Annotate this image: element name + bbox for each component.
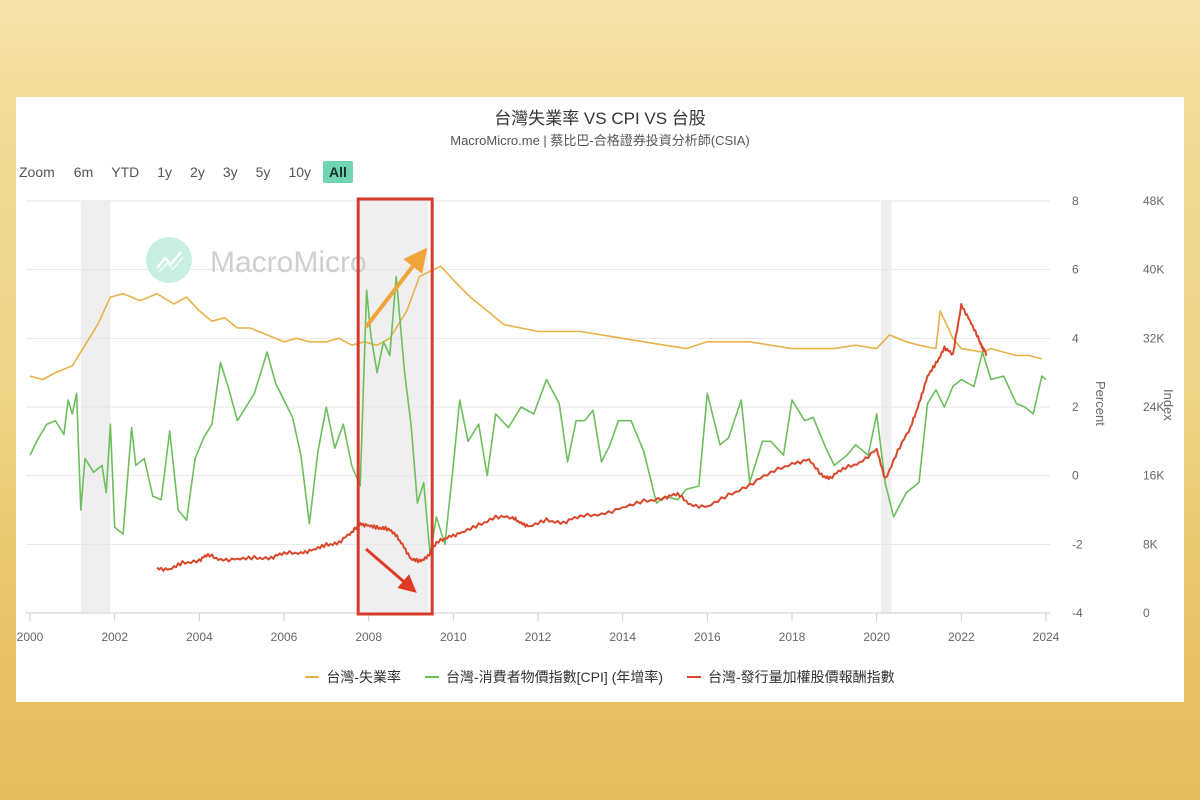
range-button-3y[interactable]: 3y (222, 164, 238, 180)
legend-swatch-cpi (425, 676, 439, 678)
annotations (356, 197, 434, 616)
y-left-tick-label: -4 (1072, 606, 1083, 620)
legend: 台灣-失業率 台灣-消費者物價指數[CPI] (年增率) 台灣-發行量加權股價報… (16, 667, 1184, 687)
range-button-all[interactable]: All (323, 161, 353, 183)
zoom-label: Zoom (19, 164, 55, 180)
range-button-ytd[interactable]: YTD (111, 164, 140, 180)
arrow-down-icon (365, 547, 417, 593)
plot-area[interactable]: MacroMicro 8 48K 6 40K 4 32K 2 24K 0 16K -2 8K -4 0 Pe… (16, 97, 1184, 702)
x-tick-label: 2020 (863, 630, 890, 644)
watermark-text: MacroMicro (210, 246, 367, 279)
series-stock-index-line (156, 303, 988, 572)
x-tick-label: 2016 (694, 630, 721, 644)
y-left-tick-label: 8 (1072, 194, 1079, 208)
x-tick-label: 2008 (355, 630, 382, 644)
highlight-box (356, 197, 434, 616)
x-tick-label: 2024 (1033, 630, 1060, 644)
legend-swatch-stock-index (687, 676, 701, 678)
chart-subtitle: MacroMicro.me | 蔡比巴-合格證券投資分析師(CSIA) (450, 133, 750, 148)
y-left-tick-label: 6 (1072, 263, 1079, 277)
range-button-5y[interactable]: 5y (255, 164, 271, 180)
legend-label-stock-index: 台灣-發行量加權股價報酬指數 (708, 669, 895, 685)
y-right-tick-label: 32K (1143, 331, 1164, 345)
range-button-2y[interactable]: 2y (190, 164, 205, 180)
y-left-tick-label: 0 (1072, 469, 1079, 483)
y-left-tick-label: 2 (1072, 400, 1079, 414)
y-left-axis-title: Percent (1093, 381, 1108, 426)
legend-swatch-unemployment (305, 676, 320, 678)
x-tick-label: 2002 (101, 630, 128, 644)
y-right-tick-label: 40K (1143, 263, 1164, 277)
legend-item-stock-index[interactable]: 台灣-發行量加權股價報酬指數 (687, 667, 895, 687)
y-right-tick-label: 16K (1143, 469, 1164, 483)
y-left-tick-label: 4 (1072, 331, 1079, 345)
y-right-tick-label: 24K (1143, 400, 1164, 414)
arrow-up-icon (364, 247, 428, 329)
x-tick-label: 2018 (779, 630, 806, 644)
chart-panel: 台灣失業率 VS CPI VS 台股 MacroMicro.me | 蔡比巴-合… (16, 97, 1184, 702)
watermark: MacroMicro (146, 237, 367, 283)
range-button-6m[interactable]: 6m (73, 164, 94, 180)
legend-label-unemployment: 台灣-失業率 (326, 669, 401, 685)
y-right-axis-title: Index (1161, 389, 1176, 421)
watermark-chart-icon (156, 251, 182, 269)
x-tick-label: 2022 (948, 630, 975, 644)
range-button-10y[interactable]: 10y (288, 164, 312, 180)
range-button-1y[interactable]: 1y (157, 164, 173, 180)
watermark-logo-icon (146, 237, 192, 283)
chart-title: 台灣失業率 VS CPI VS 台股 (494, 109, 706, 128)
x-tick-label: 2010 (440, 630, 467, 644)
y-left-tick-label: -2 (1072, 537, 1083, 551)
x-tick-label: 2006 (271, 630, 298, 644)
series-unemployment-line (29, 265, 1043, 381)
axes: 8 48K 6 40K 4 32K 2 24K 0 16K -2 8K -4 0 Percent Index 2… (17, 194, 1176, 644)
x-tick-label: 2004 (186, 630, 213, 644)
range-selector: Zoom 6m YTD 1y 2y 3y 5y 10y All (19, 161, 359, 183)
series-lines (29, 265, 1047, 572)
x-tick-label: 2012 (525, 630, 552, 644)
legend-label-cpi: 台灣-消費者物價指數[CPI] (年增率) (446, 669, 663, 685)
legend-item-unemployment[interactable]: 台灣-失業率 (305, 667, 401, 687)
y-right-tick-label: 8K (1143, 537, 1158, 551)
x-tick-label: 2014 (609, 630, 636, 644)
y-right-tick-label: 48K (1143, 194, 1164, 208)
series-cpi-line (29, 275, 1047, 556)
x-tick-label: 2000 (17, 630, 44, 644)
y-right-tick-label: 0 (1143, 606, 1150, 620)
legend-item-cpi[interactable]: 台灣-消費者物價指數[CPI] (年增率) (425, 667, 663, 687)
